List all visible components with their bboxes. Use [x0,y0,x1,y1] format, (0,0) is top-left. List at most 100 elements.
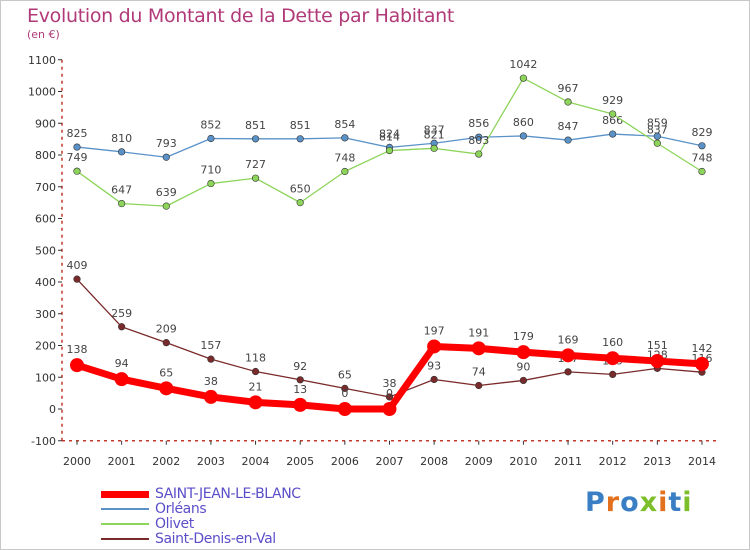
data-point-saint-denis-en-val [385,393,394,401]
legend-item-saint-jean-le-blanc: SAINT-JEAN-LE-BLANC [101,486,301,502]
legend-item-olivet: Olivet [101,516,194,532]
x-tick-label: 2003 [197,455,225,468]
y-tick-label: 600 [35,213,56,226]
y-tick-label: 400 [35,276,56,289]
data-point-saint-jean-le-blanc [605,351,620,366]
data-label-saint-denis-en-val: 93 [427,359,441,372]
data-label-saint-jean-le-blanc: 191 [468,326,489,339]
data-label-olivet: 727 [245,158,266,171]
data-label-olivet: 650 [290,183,311,196]
data-point-orleans [207,134,215,143]
data-point-saint-jean-le-blanc [203,389,218,404]
data-label-saint-jean-le-blanc: 151 [647,339,668,352]
y-tick-label: 900 [35,117,56,130]
data-point-orleans [475,133,483,141]
data-label-saint-jean-le-blanc: 94 [115,357,129,370]
data-label-orleans: 824 [379,127,400,140]
legend-swatch [101,508,149,510]
data-label-orleans: 860 [513,116,534,129]
data-label-olivet: 803 [468,134,489,147]
data-point-orleans [564,136,572,144]
data-label-orleans: 852 [200,118,221,131]
data-point-saint-jean-le-blanc [337,402,352,416]
data-point-olivet [341,167,349,176]
legend-item-saint-denis-en-val: Saint-Denis-en-Val [101,531,276,547]
data-label-orleans: 856 [468,117,489,130]
data-point-olivet [385,146,394,155]
data-label-olivet: 639 [156,186,177,199]
data-label-saint-jean-le-blanc: 65 [159,366,173,379]
data-label-saint-denis-en-val: 259 [111,307,132,320]
data-label-saint-jean-le-blanc: 138 [67,343,88,356]
data-point-olivet [519,74,528,82]
data-label-orleans: 851 [290,119,311,132]
data-label-orleans: 825 [67,127,88,140]
data-label-olivet: 814 [379,131,400,144]
data-label-saint-denis-en-val: 65 [338,368,352,381]
data-point-saint-jean-le-blanc [471,341,486,356]
data-label-saint-jean-le-blanc: 0 [341,387,348,400]
data-point-saint-jean-le-blanc [382,402,397,416]
data-point-orleans [519,132,528,140]
data-point-olivet [653,139,661,147]
data-label-olivet: 837 [647,123,668,136]
data-label-saint-jean-le-blanc: 197 [424,324,445,337]
data-point-orleans [73,143,81,151]
data-point-olivet [430,144,438,152]
data-label-orleans: 851 [245,119,266,132]
x-tick-label: 2014 [688,455,716,468]
data-point-orleans [653,132,661,140]
data-point-saint-denis-en-val [564,368,572,376]
y-tick-label: 1000 [28,86,56,99]
data-label-saint-denis-en-val: 90 [516,360,530,373]
chart-title: Evolution du Montant de la Dette par Hab… [27,5,455,27]
data-label-orleans: 793 [156,137,177,150]
data-label-orleans: 847 [558,120,579,133]
data-label-orleans: 829 [691,126,712,139]
data-point-saint-jean-le-blanc [561,348,576,363]
logo-letter: t [668,487,683,518]
data-label-saint-jean-le-blanc: 169 [558,333,579,346]
data-point-saint-jean-le-blanc [114,372,129,387]
data-point-saint-jean-le-blanc [516,345,531,360]
y-tick-label: 200 [35,340,56,353]
x-tick-label: 2006 [331,455,359,468]
logo-letter: x [639,487,659,518]
data-label-saint-jean-le-blanc: 160 [602,336,623,349]
data-point-saint-jean-le-blanc [70,358,84,373]
unit-label: (en €) [27,28,60,41]
data-label-saint-denis-en-val: 38 [382,377,396,390]
data-label-saint-jean-le-blanc: 13 [293,383,307,396]
legend-label: Saint-Denis-en-Val [155,531,276,547]
logo-letter: o [620,487,640,518]
data-label-orleans: 859 [647,116,668,129]
legend-label: Olivet [155,516,194,532]
data-point-orleans [118,148,126,156]
y-tick-label: 0 [49,403,56,416]
legend-label: SAINT-JEAN-LE-BLANC [155,486,301,502]
data-point-orleans [296,135,304,143]
legend-item-orleans: Orléans [101,501,207,517]
data-label-saint-jean-le-blanc: 21 [249,380,263,393]
data-point-saint-denis-en-val [519,376,528,385]
data-point-saint-jean-le-blanc [248,395,263,410]
data-point-orleans [341,134,349,142]
data-point-olivet [609,110,617,118]
data-point-olivet [698,167,706,176]
data-point-saint-jean-le-blanc [427,339,442,354]
data-label-saint-denis-en-val: 118 [245,352,266,365]
logo-letter: i [658,487,669,518]
data-point-saint-denis-en-val [207,355,215,363]
data-point-olivet [296,199,304,207]
data-point-saint-denis-en-val [341,384,349,392]
data-label-olivet: 710 [200,164,221,177]
y-tick-label: 100 [35,371,56,384]
legend-swatch [101,538,149,540]
data-label-saint-denis-en-val: 74 [472,366,486,379]
data-point-saint-jean-le-blanc [159,381,174,396]
data-point-orleans [251,135,260,143]
x-tick-label: 2001 [108,455,136,468]
legend-swatch [101,523,149,525]
y-tick-label: 1100 [28,54,56,67]
